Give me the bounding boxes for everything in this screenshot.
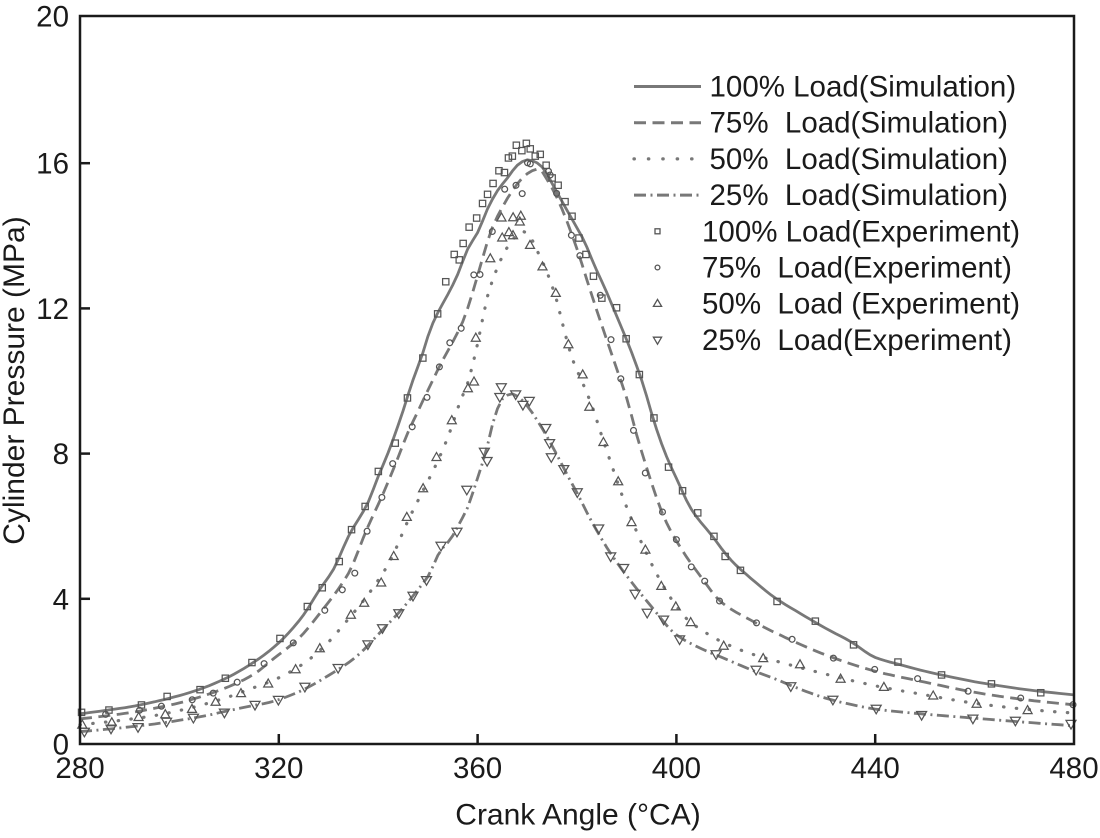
svg-text:100% Load(Simulation): 100% Load(Simulation)	[710, 71, 1017, 104]
svg-text:16: 16	[36, 148, 69, 181]
svg-text:25% Load(Experiment): 25% Load(Experiment)	[702, 324, 1012, 357]
svg-text:4: 4	[53, 583, 69, 616]
svg-text:25% Load(Simulation): 25% Load(Simulation)	[710, 179, 1008, 212]
svg-text:440: 440	[851, 752, 900, 785]
svg-text:12: 12	[36, 293, 69, 326]
svg-text:50% Load(Simulation): 50% Load(Simulation)	[710, 143, 1008, 176]
svg-text:Crank Angle (°CA): Crank Angle (°CA)	[455, 799, 700, 832]
svg-text:480: 480	[1049, 752, 1098, 785]
svg-text:8: 8	[53, 438, 69, 471]
svg-text:400: 400	[652, 752, 701, 785]
svg-text:Cylinder Pressure (MPa): Cylinder Pressure (MPa)	[0, 216, 31, 544]
svg-text:75% Load(Experiment): 75% Load(Experiment)	[702, 252, 1012, 285]
svg-text:20: 20	[36, 1, 69, 34]
svg-text:0: 0	[53, 729, 69, 762]
svg-text:320: 320	[254, 752, 303, 785]
svg-text:75% Load(Simulation): 75% Load(Simulation)	[710, 107, 1008, 140]
svg-text:100% Load(Experiment): 100% Load(Experiment)	[702, 215, 1020, 248]
svg-text:280: 280	[55, 752, 104, 785]
svg-text:360: 360	[453, 752, 502, 785]
svg-text:50% Load (Experiment): 50% Load (Experiment)	[702, 288, 1020, 321]
